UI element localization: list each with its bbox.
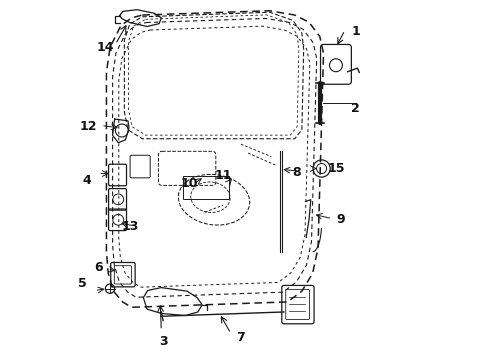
Text: 15: 15 bbox=[326, 162, 344, 175]
Text: 3: 3 bbox=[159, 335, 168, 348]
Text: 4: 4 bbox=[82, 174, 91, 186]
Text: 9: 9 bbox=[336, 213, 344, 226]
Text: 1: 1 bbox=[350, 25, 359, 38]
Text: 6: 6 bbox=[94, 261, 102, 274]
Text: 5: 5 bbox=[78, 278, 86, 291]
Text: 8: 8 bbox=[292, 166, 300, 179]
Text: 7: 7 bbox=[236, 331, 245, 344]
Text: 13: 13 bbox=[122, 220, 139, 233]
Text: 12: 12 bbox=[80, 120, 97, 133]
Text: 10: 10 bbox=[180, 177, 197, 190]
Text: 14: 14 bbox=[97, 41, 114, 54]
Text: 2: 2 bbox=[350, 102, 359, 115]
Text: 11: 11 bbox=[214, 169, 231, 182]
